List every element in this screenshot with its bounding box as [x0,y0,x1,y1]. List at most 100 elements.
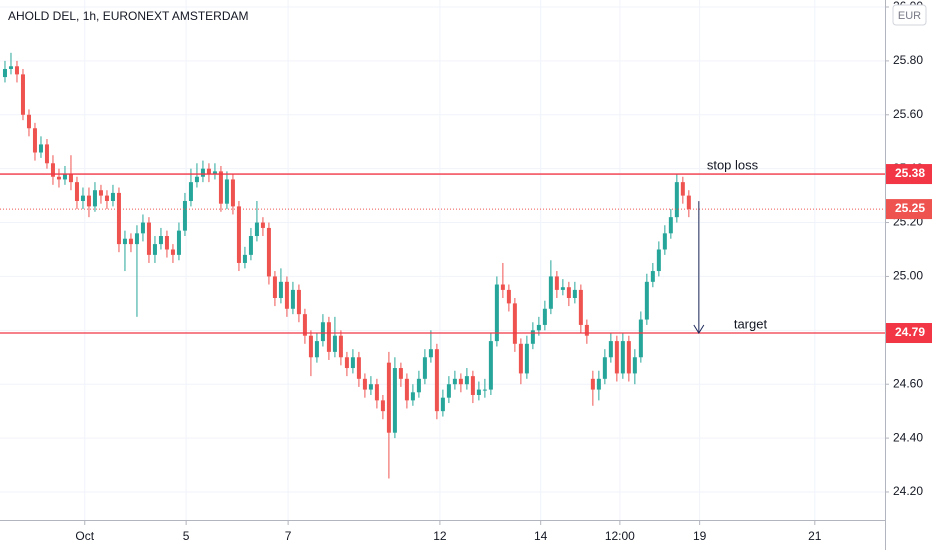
candle-body [158,236,163,245]
candle-body [200,168,205,177]
candle-body [20,74,25,115]
candle-body [506,289,511,304]
candle-body [176,230,181,255]
candle-body [434,349,439,412]
y-tick-label: 25.80 [893,53,923,67]
candle-body [110,192,115,201]
candle-body [350,357,355,369]
candle-body [542,308,547,325]
candle-body [374,384,379,401]
candle-body [218,171,223,204]
currency[interactable]: EUR [898,10,921,22]
candle-body [236,206,241,263]
candle-body [194,176,199,183]
x-tick-label: 19 [693,529,707,543]
candle-body [74,182,79,201]
candle-body [518,343,523,374]
candle-body [500,284,505,290]
x-tick-label: Oct [75,529,94,543]
candle-body [140,222,145,234]
candle-body [2,68,7,78]
candle-body [302,314,307,336]
candle-body [278,281,283,298]
candle-body [338,335,343,358]
candle-body [632,357,637,374]
candle-body [356,357,361,379]
candle-body [344,357,349,369]
candle-body [560,287,565,290]
candle-body [446,384,451,398]
level-box [886,164,932,185]
candle-body [68,174,73,183]
candle-body [398,368,403,379]
candle-body [122,238,127,245]
candle-body [422,357,427,379]
candle-body [428,349,433,358]
candle-body [98,190,103,196]
candle-body [308,335,313,358]
currency-box[interactable] [892,4,927,26]
candle-body [566,287,571,298]
candle-body [320,322,325,342]
candle-body [266,227,271,277]
x-tick-label: 12:00 [605,529,635,543]
candle-body [494,284,499,342]
candle-body [584,324,589,336]
candle-body [170,249,175,255]
axes: 24.2024.4024.6024.8025.0025.2025.4025.60… [75,0,932,543]
candle-body [272,276,277,298]
candle-body [638,319,643,358]
candle-body [314,341,319,358]
candle-body [680,182,685,196]
candle-body [32,128,37,153]
candle-body [602,357,607,379]
candle-body [596,378,601,390]
candle-body [668,217,673,234]
candle-body [8,66,13,69]
candle-body [230,179,235,207]
candle-body [62,174,67,180]
x-tick-label: 5 [183,529,190,543]
candle-body [146,222,151,255]
candle-body [578,289,583,325]
candle-body [464,376,469,385]
candle-body [404,378,409,401]
candle-body [530,330,535,344]
candle-body [572,289,577,298]
candle-body [134,233,139,245]
candle-body [86,195,91,207]
candle-body [296,289,301,315]
x-tick-label: 14 [534,529,548,543]
y-tick-label: 24.60 [893,376,923,390]
y-tick-label: 25.00 [893,269,923,283]
last-price-box [886,199,932,220]
x-tick-label: 7 [285,529,292,543]
candle-body [116,192,121,245]
candle-body [104,195,109,201]
candle-body [608,341,613,358]
candle-body [44,144,49,164]
candle-body [386,362,391,433]
candle-body [80,195,85,201]
candle-body [656,249,661,272]
candle-body [38,144,43,153]
candle-body [512,303,517,344]
candle-body [554,276,559,290]
candle-body [644,281,649,320]
candle-body [332,335,337,352]
candle-body [590,378,595,390]
candle-body [380,400,385,412]
candle-body [524,343,529,374]
level-name: target [734,316,768,331]
candle-body [164,236,169,250]
candle-body [326,322,331,352]
candle-body [56,176,61,180]
candle-body [128,238,133,245]
x-tick-label: 21 [808,529,822,543]
candle-body [686,195,691,210]
candle-body [470,376,475,395]
candle-body [254,222,259,237]
level-box [886,323,932,344]
